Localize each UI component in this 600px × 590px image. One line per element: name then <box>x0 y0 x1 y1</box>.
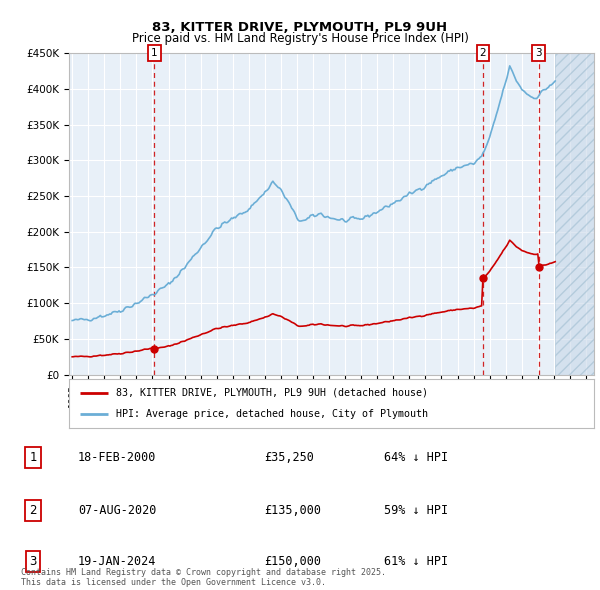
Text: 19-JAN-2024: 19-JAN-2024 <box>78 555 157 568</box>
Text: £135,000: £135,000 <box>264 504 321 517</box>
Text: HPI: Average price, detached house, City of Plymouth: HPI: Average price, detached house, City… <box>116 409 428 419</box>
Text: 64% ↓ HPI: 64% ↓ HPI <box>384 451 448 464</box>
Text: 83, KITTER DRIVE, PLYMOUTH, PL9 9UH (detached house): 83, KITTER DRIVE, PLYMOUTH, PL9 9UH (det… <box>116 388 428 398</box>
Text: 07-AUG-2020: 07-AUG-2020 <box>78 504 157 517</box>
Text: Price paid vs. HM Land Registry's House Price Index (HPI): Price paid vs. HM Land Registry's House … <box>131 32 469 45</box>
Text: 3: 3 <box>535 48 542 58</box>
Text: Contains HM Land Registry data © Crown copyright and database right 2025.
This d: Contains HM Land Registry data © Crown c… <box>21 568 386 587</box>
Bar <box>555 53 594 375</box>
Text: 1: 1 <box>151 48 158 58</box>
Text: 2: 2 <box>29 504 37 517</box>
Text: £35,250: £35,250 <box>264 451 314 464</box>
Text: 3: 3 <box>29 555 37 568</box>
Text: 18-FEB-2000: 18-FEB-2000 <box>78 451 157 464</box>
Text: 2: 2 <box>479 48 486 58</box>
Text: £150,000: £150,000 <box>264 555 321 568</box>
Text: 59% ↓ HPI: 59% ↓ HPI <box>384 504 448 517</box>
Text: 1: 1 <box>29 451 37 464</box>
Text: 61% ↓ HPI: 61% ↓ HPI <box>384 555 448 568</box>
Text: 83, KITTER DRIVE, PLYMOUTH, PL9 9UH: 83, KITTER DRIVE, PLYMOUTH, PL9 9UH <box>152 21 448 34</box>
